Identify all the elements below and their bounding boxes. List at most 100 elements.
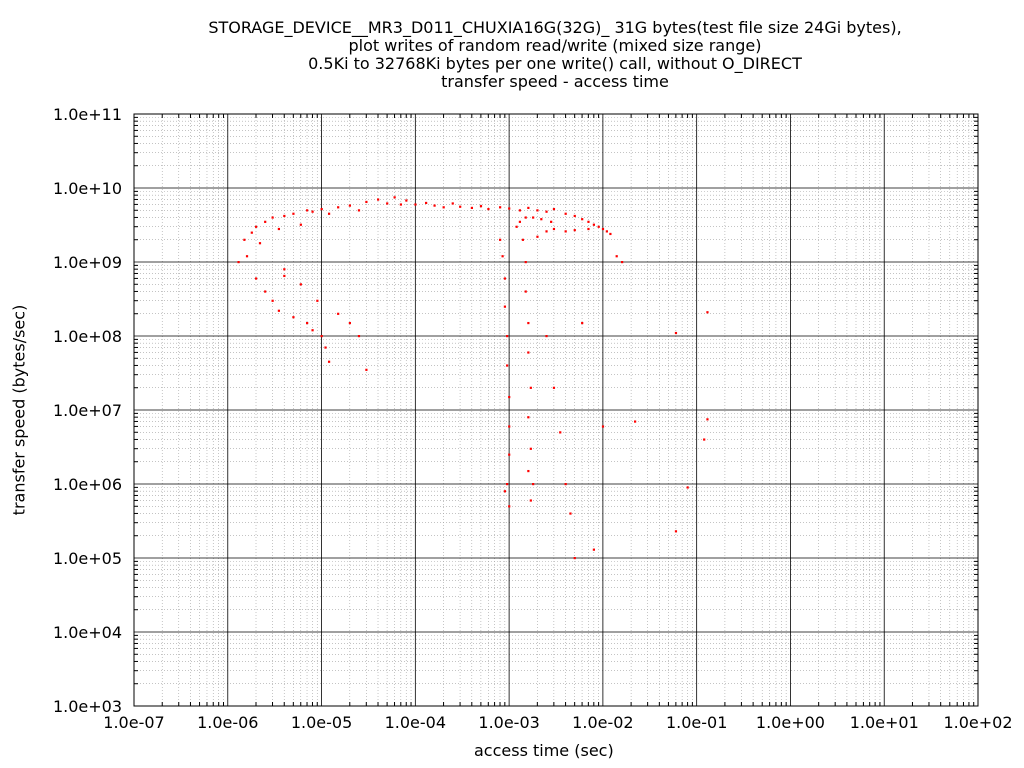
data-point — [348, 321, 351, 325]
data-point — [503, 277, 507, 280]
x-tick-label: 1.0e-04 — [385, 713, 446, 732]
data-point — [243, 238, 246, 241]
x-tick-labels: 1.0e-07 1.0e-06 1.0e-05 1.0e-04 1.0e-03 1.0e-… — [103, 713, 1012, 732]
data-point — [405, 199, 408, 202]
data-point — [532, 216, 535, 219]
data-point — [501, 255, 504, 258]
data-point — [564, 212, 567, 215]
data-point — [615, 255, 618, 258]
data-point — [283, 214, 286, 218]
data-point — [527, 469, 530, 473]
data-point — [601, 227, 605, 231]
data-point — [587, 220, 590, 223]
data-point — [518, 209, 521, 212]
y-tick-label: 1.0e+06 — [53, 475, 122, 494]
y-tick-label: 1.0e+09 — [53, 253, 122, 272]
data-point — [508, 207, 511, 210]
data-point — [258, 242, 262, 245]
data-point — [706, 418, 709, 421]
x-tick-label: 1.0e-07 — [103, 713, 164, 732]
data-point — [674, 530, 678, 533]
data-point — [524, 216, 527, 219]
major-grid — [134, 114, 978, 706]
y-tick-label: 1.0e+08 — [53, 327, 122, 346]
data-point — [277, 309, 280, 312]
data-point — [529, 499, 532, 502]
data-point — [605, 230, 608, 233]
data-point — [271, 299, 274, 302]
y-tick-label: 1.0e+03 — [53, 697, 122, 716]
data-point — [508, 505, 511, 508]
data-point — [609, 232, 612, 236]
data-point — [550, 220, 553, 223]
data-point — [320, 208, 323, 211]
x-tick-label: 1.0e+02 — [943, 713, 1012, 732]
data-point — [506, 483, 509, 486]
x-tick-label: 1.0e+01 — [850, 713, 919, 732]
data-point — [320, 335, 323, 338]
data-point — [592, 548, 596, 551]
chart-title-line-4: transfer speed - access time — [441, 72, 669, 91]
y-tick-label: 1.0e+10 — [53, 179, 122, 198]
data-point — [503, 305, 507, 308]
data-point — [264, 220, 267, 223]
data-point — [499, 206, 502, 209]
data-point — [399, 203, 403, 206]
chart-title-line-2: plot writes of random read/write (mixed … — [348, 36, 762, 55]
x-tick-label: 1.0e-02 — [572, 713, 633, 732]
data-point — [255, 225, 258, 228]
data-point — [250, 231, 253, 234]
data-point — [552, 386, 556, 389]
data-point — [508, 453, 511, 456]
data-point — [515, 225, 518, 228]
x-tick-label: 1.0e-05 — [291, 713, 352, 732]
chart-title-line-1: STORAGE_DEVICE__MR3_D011_CHUXIA16G(32G)_… — [208, 18, 902, 37]
data-point — [283, 274, 286, 278]
data-point — [348, 204, 351, 207]
data-point — [299, 223, 302, 226]
data-point — [311, 210, 314, 213]
data-point — [311, 329, 314, 332]
x-tick-label: 1.0e+00 — [756, 713, 825, 732]
data-point — [545, 230, 548, 233]
data-point — [518, 220, 521, 223]
data-point — [601, 425, 605, 428]
data-point — [521, 238, 525, 241]
data-point — [508, 395, 511, 399]
data-point — [357, 335, 361, 338]
data-point — [674, 331, 678, 335]
data-point — [292, 316, 295, 319]
data-point — [377, 198, 380, 201]
data-point — [316, 299, 319, 302]
x-tick-label: 1.0e-03 — [478, 713, 539, 732]
data-point — [264, 290, 267, 293]
data-point — [621, 261, 624, 264]
data-point — [703, 438, 706, 441]
data-point — [386, 202, 389, 205]
y-tick-label: 1.0e+07 — [53, 401, 122, 420]
data-point — [527, 416, 530, 419]
chart-title-line-3: 0.5Ki to 32768Ki bytes per one write() c… — [308, 54, 802, 73]
data-point — [506, 335, 509, 338]
data-point — [365, 368, 368, 371]
y-tick-label: 1.0e+05 — [53, 549, 122, 568]
data-point — [532, 483, 535, 486]
data-point — [564, 483, 567, 486]
data-point — [479, 205, 483, 208]
data-points — [237, 196, 709, 560]
data-point — [503, 490, 507, 493]
data-point — [337, 312, 340, 315]
data-point — [597, 225, 600, 228]
data-point — [327, 360, 331, 363]
data-point — [527, 206, 530, 210]
data-point — [271, 216, 274, 219]
data-point — [255, 277, 258, 280]
data-point — [569, 512, 572, 515]
data-point — [559, 431, 562, 434]
data-point — [306, 209, 309, 212]
data-point — [573, 229, 576, 232]
x-tick-label: 1.0e-01 — [666, 713, 727, 732]
data-point — [552, 227, 556, 231]
data-point — [529, 386, 532, 389]
data-point — [292, 212, 295, 215]
